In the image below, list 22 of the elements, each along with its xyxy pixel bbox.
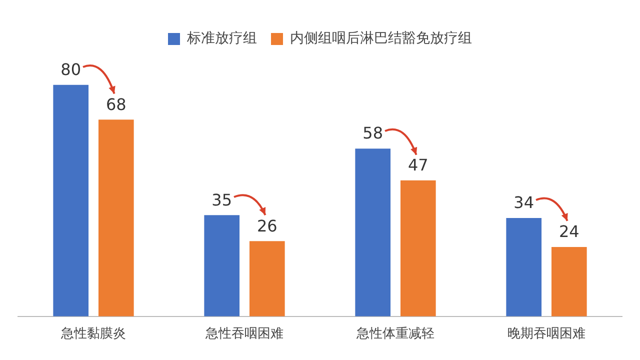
x-tick-label: 急性体重减轻 (356, 326, 434, 342)
data-label: 34 (514, 193, 534, 212)
x-tick-label: 晚期吞咽困难 (508, 326, 586, 342)
data-label: 24 (558, 222, 580, 242)
data-label: 68 (106, 94, 126, 114)
x-tick-label: 急性黏膜炎 (60, 326, 126, 342)
legend-label: 内侧组咽后淋巴结豁免放疗组 (290, 30, 472, 47)
data-label: 80 (60, 60, 82, 80)
bar (355, 148, 391, 316)
x-tick-label: 急性吞咽困难 (204, 326, 284, 342)
legend-label: 标准放疗组 (186, 30, 257, 47)
data-label: 35 (212, 190, 232, 210)
bar (204, 215, 240, 316)
bar (551, 246, 587, 316)
bar (53, 84, 89, 316)
data-label: 26 (256, 216, 278, 236)
bar (98, 120, 134, 316)
bar (506, 218, 542, 316)
bar (400, 180, 436, 316)
data-label: 47 (408, 156, 428, 175)
bar (249, 241, 285, 316)
data-label: 58 (362, 124, 384, 143)
